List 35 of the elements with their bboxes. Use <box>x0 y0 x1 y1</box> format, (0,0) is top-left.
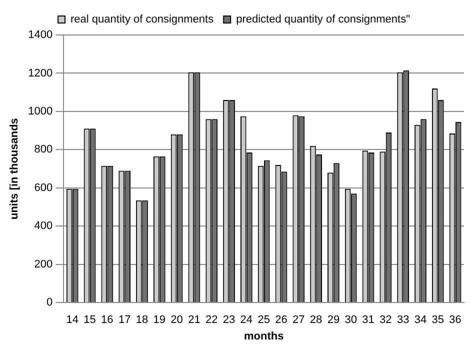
x-tick-label: 34 <box>414 314 427 326</box>
legend-label: real quantity of consignments <box>70 14 214 26</box>
x-tick-label: 25 <box>258 314 270 326</box>
x-tick-label: 20 <box>170 314 183 326</box>
x-tick-label: 35 <box>432 314 444 326</box>
x-tick-label: 27 <box>292 314 305 326</box>
x-tick-label: 14 <box>66 314 78 326</box>
y-tick-label: 1000 <box>28 105 53 118</box>
y-tick-label: 400 <box>34 220 53 232</box>
x-tick-label: 29 <box>327 314 340 326</box>
y-tick-label: 800 <box>34 144 53 156</box>
x-tick-label: 17 <box>118 314 131 326</box>
y-tick-label: 600 <box>34 182 53 194</box>
x-tick-label: 23 <box>222 314 236 326</box>
x-axis-title: months <box>244 330 284 342</box>
x-tick-label: 22 <box>205 314 218 326</box>
x-tick-label: 28 <box>310 314 322 326</box>
y-tick-label: 200 <box>34 258 53 270</box>
y-tick-label: 1400 <box>28 29 53 42</box>
x-tick-label: 36 <box>449 314 462 326</box>
y-axis-title: units [in thousands <box>8 118 21 220</box>
legend-label: predicted quantity of consignments" <box>236 14 410 26</box>
x-tick-label: 24 <box>240 314 253 326</box>
y-tick-label: 0 <box>46 296 53 309</box>
x-tick-label: 21 <box>188 314 200 326</box>
y-tick-label: 1200 <box>28 67 53 80</box>
x-tick-label: 15 <box>84 314 96 326</box>
x-tick-label: 30 <box>344 314 357 326</box>
x-tick-label: 16 <box>101 314 114 326</box>
x-tick-label: 26 <box>275 314 288 326</box>
x-tick-label: 32 <box>380 314 392 326</box>
x-tick-label: 19 <box>153 314 166 326</box>
x-tick-label: 31 <box>362 314 374 326</box>
x-tick-label: 33 <box>396 314 410 326</box>
x-tick-label: 18 <box>136 314 148 326</box>
